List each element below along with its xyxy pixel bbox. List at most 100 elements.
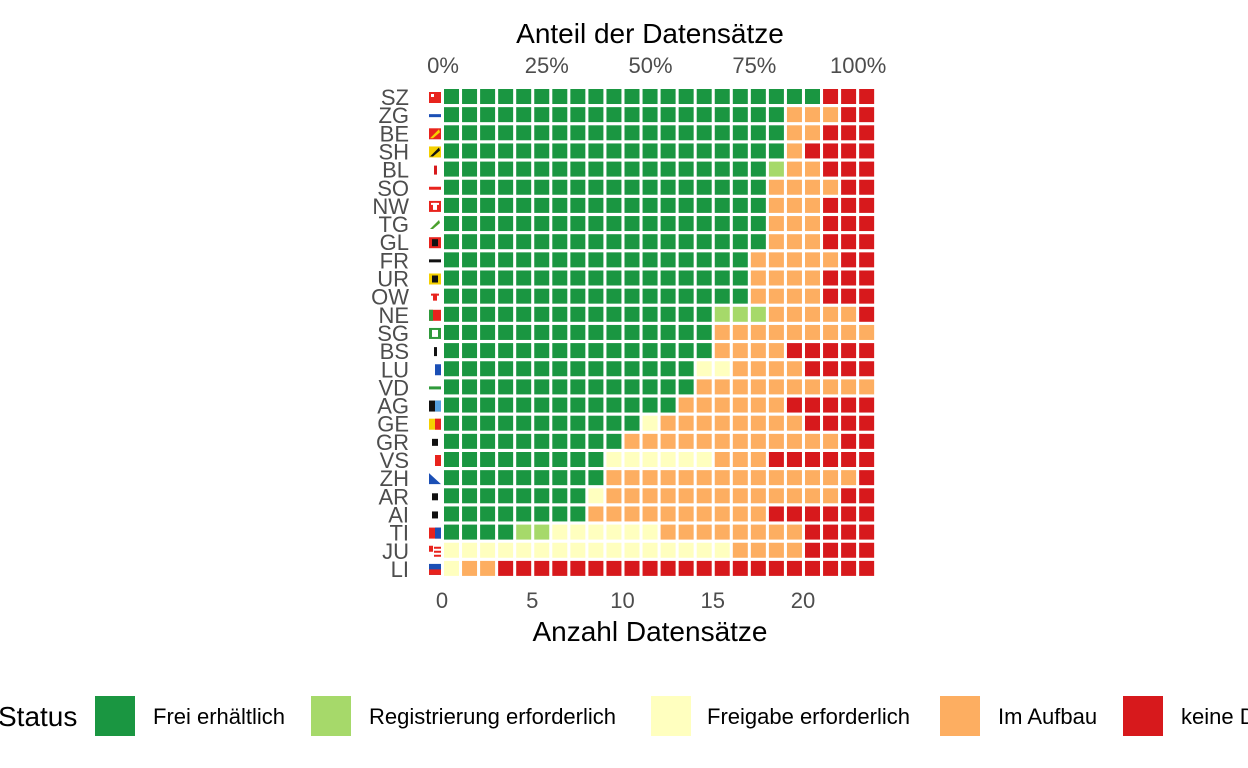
cell-im-aufbau	[786, 143, 802, 159]
flag-emblem	[430, 147, 440, 157]
cell-keine-daten	[588, 560, 604, 576]
cell-frei-erhältlich	[678, 270, 694, 286]
flag-emblem	[435, 455, 441, 466]
cell-keine-daten	[823, 288, 839, 304]
cell-frei-erhältlich	[480, 524, 496, 540]
cell-keine-daten	[805, 397, 820, 413]
cell-frei-erhältlich	[750, 107, 766, 123]
cell-frei-erhältlich	[498, 415, 514, 431]
cell-frei-erhältlich	[480, 324, 496, 340]
cell-im-aufbau	[786, 361, 802, 377]
cell-keine-daten	[859, 143, 875, 159]
cell-keine-daten	[786, 343, 802, 359]
cell-frei-erhältlich	[516, 161, 532, 177]
cell-frei-erhältlich	[498, 161, 514, 177]
cell-keine-daten	[823, 234, 839, 250]
cell-frei-erhältlich	[462, 107, 478, 123]
cell-frei-erhältlich	[624, 397, 640, 413]
row-be: BE	[380, 121, 875, 146]
cell-keine-daten	[823, 125, 839, 141]
cell-frei-erhältlich	[498, 216, 514, 232]
cell-keine-daten	[732, 560, 748, 576]
cell-frei-erhältlich	[696, 197, 712, 213]
cell-frei-erhältlich	[606, 397, 622, 413]
cell-frei-erhältlich	[606, 415, 622, 431]
cell-im-aufbau	[750, 506, 766, 522]
row-tg: TG	[378, 212, 875, 237]
row-ow: OW	[371, 285, 875, 310]
cell-keine-daten	[606, 560, 622, 576]
cell-freigabe-erforderlich	[642, 452, 658, 467]
cell-frei-erhältlich	[624, 306, 640, 322]
cell-frei-erhältlich	[480, 379, 496, 395]
cell-im-aufbau	[841, 379, 857, 395]
flag-ai-icon	[429, 509, 441, 521]
cell-frei-erhältlich	[660, 125, 676, 141]
legend-swatch	[651, 696, 691, 736]
cell-im-aufbau	[786, 161, 802, 177]
legend-title: Status	[0, 701, 77, 732]
cell-im-aufbau	[732, 452, 748, 467]
cell-frei-erhältlich	[642, 288, 658, 304]
x-tick-label: 10	[610, 588, 634, 613]
flag-so-icon	[429, 182, 441, 194]
cell-frei-erhältlich	[462, 343, 478, 359]
cell-frei-erhältlich	[552, 361, 568, 377]
cell-keine-daten	[823, 452, 839, 467]
cell-keine-daten	[859, 234, 875, 250]
cell-frei-erhältlich	[805, 89, 820, 104]
cell-freigabe-erforderlich	[642, 524, 658, 540]
cell-frei-erhältlich	[678, 125, 694, 141]
cell-im-aufbau	[841, 470, 857, 486]
cell-keine-daten	[805, 415, 820, 431]
cell-frei-erhältlich	[732, 89, 748, 104]
cell-frei-erhältlich	[498, 488, 514, 504]
cell-frei-erhältlich	[498, 452, 514, 467]
state-label: BL	[382, 158, 409, 183]
state-label: NW	[372, 194, 409, 219]
cell-im-aufbau	[768, 288, 784, 304]
cell-keine-daten	[859, 361, 875, 377]
cell-frei-erhältlich	[642, 179, 658, 195]
cell-im-aufbau	[660, 506, 676, 522]
top-tick-label: 25%	[525, 53, 569, 78]
cell-frei-erhältlich	[534, 89, 550, 104]
cell-frei-erhältlich	[552, 143, 568, 159]
cell-frei-erhältlich	[534, 488, 550, 504]
flag-emblem	[434, 347, 437, 357]
cell-frei-erhältlich	[588, 270, 604, 286]
flag-vd-icon	[429, 382, 441, 394]
cell-frei-erhältlich	[696, 143, 712, 159]
cell-keine-daten	[841, 506, 857, 522]
cell-im-aufbau	[823, 252, 839, 268]
flag-field	[429, 309, 441, 321]
cell-frei-erhältlich	[552, 270, 568, 286]
cell-im-aufbau	[678, 524, 694, 540]
cell-frei-erhältlich	[642, 270, 658, 286]
cell-frei-erhältlich	[588, 234, 604, 250]
cell-frei-erhältlich	[624, 234, 640, 250]
cell-im-aufbau	[805, 433, 820, 449]
cell-frei-erhältlich	[480, 161, 496, 177]
cell-keine-daten	[624, 560, 640, 576]
cell-frei-erhältlich	[516, 234, 532, 250]
cell-frei-erhältlich	[786, 89, 802, 104]
cell-frei-erhältlich	[660, 216, 676, 232]
cell-im-aufbau	[714, 524, 730, 540]
cell-frei-erhältlich	[516, 343, 532, 359]
cell-im-aufbau	[732, 433, 748, 449]
cell-frei-erhältlich	[606, 270, 622, 286]
cell-frei-erhältlich	[444, 343, 459, 359]
state-label: SO	[377, 176, 409, 201]
cell-im-aufbau	[786, 306, 802, 322]
cell-frei-erhältlich	[516, 506, 532, 522]
flag-ju-icon	[429, 545, 441, 557]
cell-keine-daten	[841, 270, 857, 286]
cell-frei-erhältlich	[732, 234, 748, 250]
cell-frei-erhältlich	[444, 107, 459, 123]
cell-im-aufbau	[642, 433, 658, 449]
flag-ne-icon	[429, 309, 441, 321]
cell-keine-daten	[859, 433, 875, 449]
flag-emblem	[429, 473, 441, 485]
cell-frei-erhältlich	[444, 252, 459, 268]
